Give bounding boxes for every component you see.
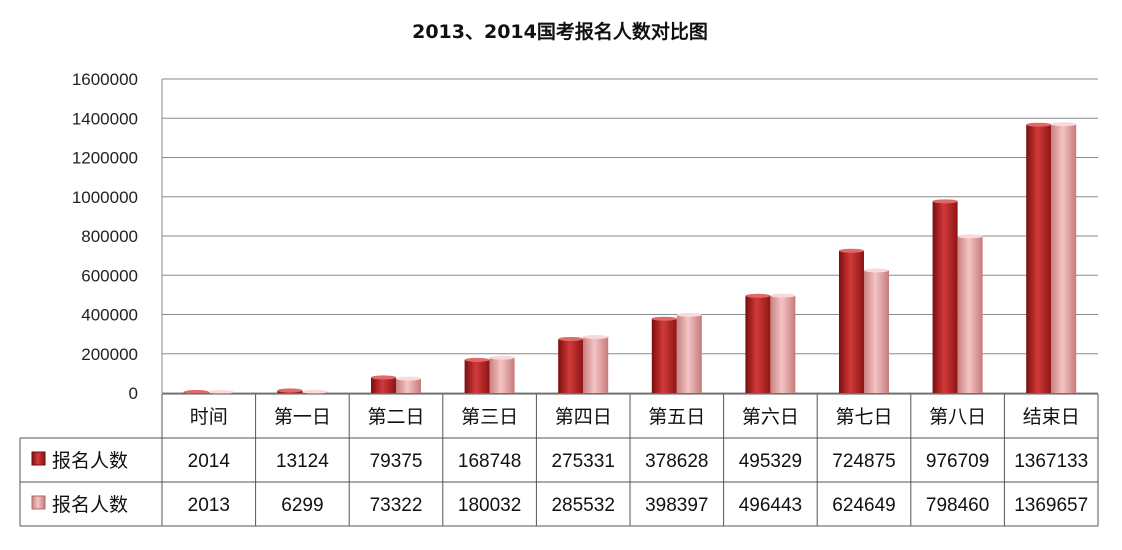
y-tick-label: 1400000: [72, 109, 138, 128]
category-label: 第八日: [929, 406, 986, 428]
bar-2013-6: [770, 295, 796, 393]
bar-2014-5: [651, 318, 677, 393]
bar-2013-7: [864, 270, 889, 393]
data-label-2013: 180032: [458, 495, 521, 516]
bar-2014-4: [558, 338, 584, 393]
y-tick-label: 200000: [81, 345, 138, 364]
bar-2013-8: [957, 236, 983, 393]
bar-top-2014-5: [651, 316, 677, 321]
y-tick-label: 400000: [81, 306, 138, 325]
bar-top-2013-5: [676, 312, 702, 317]
bar-2014-2: [371, 377, 396, 393]
data-label-2013: 624649: [832, 495, 895, 516]
bar-top-2014-1: [277, 388, 303, 393]
data-label-2013: 1369657: [1014, 495, 1088, 516]
y-tick-label: 600000: [81, 266, 138, 285]
data-label-2014: 79375: [370, 451, 423, 472]
category-label: 结束日: [1023, 406, 1080, 428]
data-label-2014: 378628: [645, 451, 708, 472]
data-label-2014: 1367133: [1014, 451, 1088, 472]
bar-2014-9: [1026, 124, 1052, 394]
y-tick-label: 1200000: [72, 149, 138, 168]
bar-2014-7: [839, 250, 864, 393]
data-label-2014: 724875: [832, 451, 895, 472]
legend-series-name: 报名人数: [52, 450, 128, 472]
bar-top-2014-8: [932, 199, 958, 204]
data-label-2014: 168748: [458, 451, 521, 472]
legend-series-name: 报名人数: [52, 494, 128, 516]
bar-top-2013-3: [489, 355, 515, 360]
legend-swatch-2013: [31, 495, 46, 510]
legend-swatch-2014: [31, 451, 46, 466]
bar-2013-4: [583, 336, 609, 393]
bar-2014-6: [745, 295, 771, 393]
y-tick-label: 0: [129, 384, 138, 403]
bar-top-2013-6: [770, 293, 796, 298]
data-label-2013: 798460: [926, 495, 989, 516]
bar-top-2013-9: [1051, 122, 1077, 127]
data-label-2014: 976709: [926, 451, 989, 472]
data-label-2014: 13124: [276, 451, 329, 472]
bar-top-2014-9: [1026, 122, 1052, 127]
data-label-2014: 275331: [551, 451, 614, 472]
bar-top-2013-2: [396, 376, 421, 381]
data-label-2013: 398397: [645, 495, 708, 516]
bar-top-2013-7: [864, 268, 889, 273]
bar-2014-8: [932, 201, 958, 393]
category-label: 第四日: [555, 406, 612, 428]
bar-top-2013-1: [302, 389, 328, 394]
bar-top-2013-8: [957, 234, 983, 239]
category-label: 第七日: [835, 406, 892, 428]
data-label-2014: 2014: [188, 451, 231, 472]
y-tick-label: 800000: [81, 227, 138, 246]
category-label: 第三日: [461, 406, 518, 428]
category-label: 第五日: [648, 406, 705, 428]
bar-2013-3: [489, 357, 515, 393]
data-label-2013: 6299: [281, 495, 323, 516]
bar-2013-2: [396, 378, 421, 393]
chart-title: 2013、2014国考报名人数对比图: [412, 20, 708, 43]
bar-top-2013-4: [583, 334, 609, 339]
category-label: 第一日: [274, 406, 331, 428]
bar-top-2013-0: [208, 390, 234, 394]
category-label: 时间: [190, 406, 228, 428]
bar-2013-9: [1051, 124, 1077, 394]
y-tick-label: 1000000: [72, 188, 138, 207]
data-label-2013: 73322: [370, 495, 423, 516]
category-label: 第六日: [742, 406, 799, 428]
bar-2014-3: [464, 359, 490, 393]
bar-top-2014-4: [558, 336, 584, 341]
data-label-2013: 2013: [188, 495, 230, 516]
bar-top-2014-6: [745, 293, 771, 298]
bar-top-2014-2: [371, 375, 396, 380]
bar-top-2014-0: [183, 390, 209, 394]
bar-top-2014-3: [464, 357, 490, 362]
y-tick-label: 1600000: [72, 70, 138, 89]
data-label-2013: 285532: [551, 495, 614, 516]
category-label: 第二日: [367, 406, 424, 428]
data-label-2014: 495329: [739, 451, 802, 472]
data-label-2013: 496443: [739, 495, 802, 516]
bar-2013-5: [676, 314, 702, 393]
bar-top-2014-7: [839, 248, 864, 253]
